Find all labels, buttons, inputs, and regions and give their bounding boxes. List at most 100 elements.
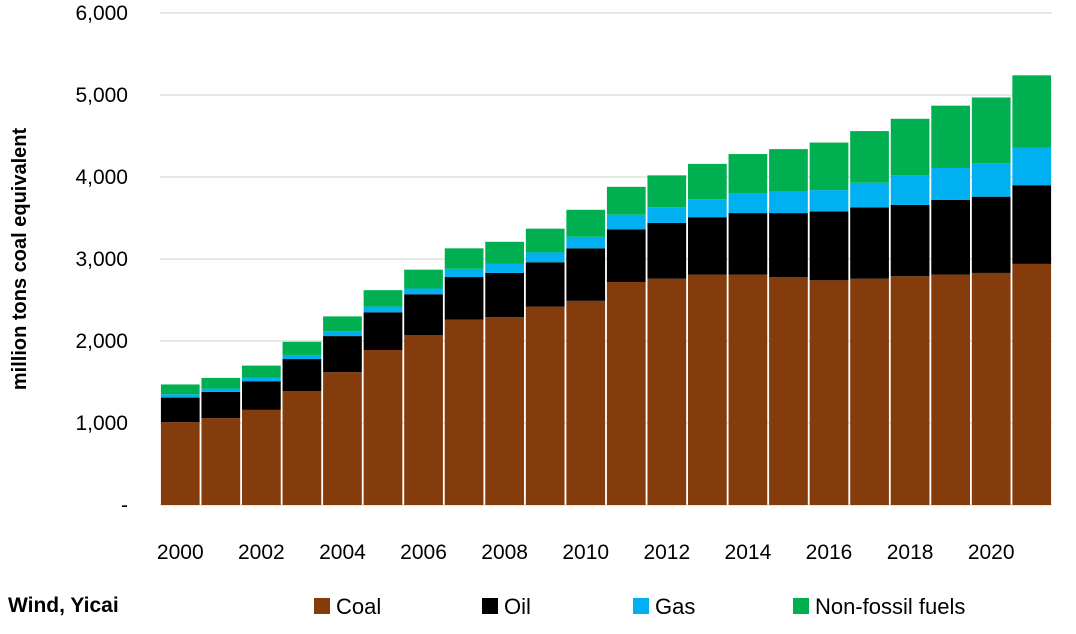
bar-coal-2011 [606, 281, 646, 505]
bar-oil-2012 [647, 222, 687, 279]
legend-label-oil: Oil [504, 594, 531, 619]
bar-non-fossil-fuels-2012 [647, 175, 687, 208]
bar-coal-2019 [931, 274, 970, 505]
legend-swatch-non-fossil-fuels [793, 598, 809, 614]
bar-gas-2007 [444, 268, 484, 278]
bar-coal-2009 [525, 306, 565, 505]
bar-gas-2003 [282, 354, 322, 360]
legend: Coal Oil Gas Non-fossil fuels [314, 594, 965, 619]
bar-oil-2006 [404, 294, 443, 336]
bar-oil-2013 [688, 217, 727, 275]
bar-non-fossil-fuels-2017 [850, 131, 889, 183]
bar-coal-2008 [485, 317, 524, 505]
y-tick-label-1000: 1,000 [75, 412, 128, 435]
legend-label-gas: Gas [655, 594, 695, 619]
x-tick-label-2008: 2008 [481, 541, 528, 564]
bar-coal-2005 [363, 350, 403, 505]
x-tick-label-2014: 2014 [725, 541, 772, 564]
bar-oil-2003 [282, 359, 322, 392]
bar-coal-2000 [160, 422, 200, 505]
bar-oil-2007 [444, 277, 484, 320]
bar-gas-2001 [201, 388, 241, 392]
bar-non-fossil-fuels-2016 [809, 142, 849, 191]
bar-non-fossil-fuels-2018 [890, 118, 930, 176]
y-tick-label-3000: 3,000 [75, 248, 128, 271]
bar-oil-2004 [323, 336, 362, 373]
bar-gas-2012 [647, 207, 687, 223]
bar-coal-2002 [242, 409, 281, 505]
bar-gas-2009 [525, 252, 565, 263]
bar-oil-2021 [1012, 185, 1052, 264]
bar-coal-2014 [728, 274, 768, 505]
x-tick-label-2016: 2016 [806, 541, 853, 564]
bar-gas-2011 [606, 214, 646, 230]
bar-non-fossil-fuels-2002 [242, 365, 281, 378]
bar-gas-2019 [931, 167, 970, 200]
bar-oil-2020 [971, 196, 1011, 273]
bar-gas-2010 [566, 236, 606, 249]
bar-oil-2008 [485, 272, 524, 318]
bar-coal-2020 [971, 272, 1011, 505]
y-tick-label-5000: 5,000 [75, 84, 128, 107]
bar-coal-2021 [1012, 263, 1052, 505]
bar-oil-2014 [728, 213, 768, 275]
bar-oil-2009 [525, 262, 565, 307]
x-tick-label-2000: 2000 [157, 541, 204, 564]
bar-gas-2013 [688, 199, 727, 218]
bar-non-fossil-fuels-2011 [606, 186, 646, 215]
bar-non-fossil-fuels-2015 [769, 149, 808, 192]
bar-coal-2018 [890, 276, 930, 505]
bar-coal-2016 [809, 280, 849, 505]
bar-gas-2017 [850, 182, 889, 208]
bar-gas-2018 [890, 175, 930, 205]
bar-oil-2002 [242, 381, 281, 410]
bar-oil-2010 [566, 248, 606, 301]
bar-oil-2000 [160, 397, 200, 423]
bar-non-fossil-fuels-2004 [323, 316, 362, 332]
legend-swatch-coal [314, 598, 330, 614]
bar-non-fossil-fuels-2003 [282, 341, 322, 355]
bar-coal-2006 [404, 335, 443, 505]
y-tick-label-6000: 6,000 [75, 2, 128, 25]
bar-non-fossil-fuels-2021 [1012, 75, 1052, 148]
bar-coal-2004 [323, 372, 362, 505]
x-tick-label-2002: 2002 [238, 541, 285, 564]
bar-non-fossil-fuels-2007 [444, 248, 484, 269]
bar-non-fossil-fuels-2013 [688, 163, 727, 200]
bar-oil-2017 [850, 207, 889, 279]
bar-oil-2001 [201, 391, 241, 419]
bar-oil-2011 [606, 229, 646, 282]
bar-gas-2015 [769, 191, 808, 214]
legend-label-non-fossil-fuels: Non-fossil fuels [815, 594, 965, 619]
bar-oil-2005 [363, 312, 403, 351]
bar-gas-2002 [242, 377, 281, 382]
bar-gas-2020 [971, 163, 1011, 197]
bar-non-fossil-fuels-2008 [485, 241, 524, 264]
y-tick-label-2000: 2,000 [75, 330, 128, 353]
bar-oil-2018 [890, 204, 930, 277]
x-tick-label-2020: 2020 [968, 541, 1015, 564]
x-axis-tick-labels: 2000 2002 2004 2006 2008 2010 2012 2014 2016 2018… [157, 541, 1015, 564]
x-tick-label-2012: 2012 [643, 541, 690, 564]
bar-gas-2005 [363, 306, 403, 313]
bar-oil-2019 [931, 199, 970, 275]
bar-non-fossil-fuels-2005 [363, 290, 403, 307]
bar-non-fossil-fuels-2010 [566, 209, 606, 237]
bars [160, 75, 1052, 505]
x-tick-label-2010: 2010 [562, 541, 609, 564]
bar-coal-2001 [201, 418, 241, 505]
bar-gas-2006 [404, 288, 443, 295]
bar-gas-2000 [160, 394, 200, 398]
bar-non-fossil-fuels-2020 [971, 97, 1011, 164]
bar-oil-2016 [809, 211, 849, 281]
bar-non-fossil-fuels-2006 [404, 269, 443, 289]
bar-gas-2014 [728, 193, 768, 214]
y-tick-label-4000: 4,000 [75, 166, 128, 189]
bar-non-fossil-fuels-2001 [201, 377, 241, 389]
bar-oil-2015 [769, 213, 808, 278]
x-tick-label-2018: 2018 [887, 541, 934, 564]
bar-non-fossil-fuels-2014 [728, 154, 768, 194]
bar-gas-2016 [809, 190, 849, 212]
legend-swatch-oil [482, 598, 498, 614]
